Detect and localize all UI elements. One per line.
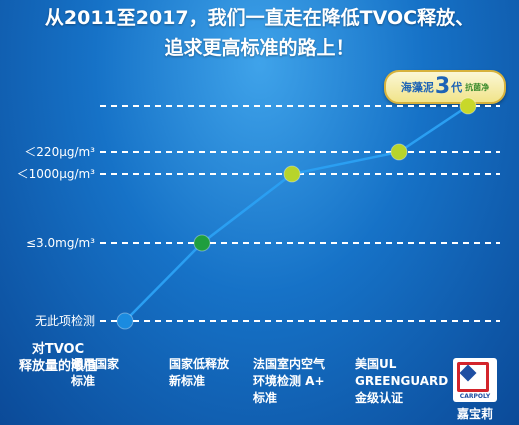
badge-text-a: 海藻泥 (400, 81, 434, 94)
y-tick-label-1: ≤3.0mg/m³ (26, 236, 95, 250)
x-category-label-1-line-0: 国家低释放 (169, 357, 230, 371)
y-tick-label-2: ＜1000μg/m³ (17, 167, 96, 181)
y-tick-label-0: 无此项检测 (35, 313, 95, 328)
x-category-label-2: 法国室内空气 环境检测 A+ 标准 (253, 356, 341, 407)
row-header-line-1: 对TVOC (31, 342, 85, 357)
x-category-label-2-line-1: 环境检测 A+ (253, 374, 325, 388)
badge-text-big: 3 (434, 74, 451, 99)
badge-text-b: 代 (451, 81, 463, 94)
product-badge: 海藻泥 3 代 抗菌净 (384, 70, 506, 104)
x-category-label-0: 通用国家 标准 (71, 356, 159, 390)
headline-line-2: 追求更高标准的路上！ (164, 37, 355, 59)
x-category-label-1: 国家低释放 新标准 (169, 356, 257, 390)
x-category-label-3-line-1: GREENGUARD (355, 374, 449, 388)
x-category-label-3: 美国UL GREENGUARD 金级认证 (355, 356, 449, 407)
x-category-label-0-line-1: 标准 (71, 374, 96, 388)
series-line (124, 104, 469, 322)
badge-text-small: 抗菌净 (465, 82, 490, 92)
y-tick-label-3: ＜220μg/m³ (24, 145, 95, 159)
x-category-label-0-line-0: 通用国家 (71, 357, 120, 371)
x-category-label-3-line-0: 美国UL (355, 357, 397, 371)
logo-name: CARPOLY (459, 393, 491, 400)
x-category-label-1-line-1: 新标准 (169, 374, 206, 388)
x-category-label-2-line-0: 法国室内空气 (253, 357, 326, 371)
headline-line-1: 从2011至2017，我们一直走在降低TVOC释放、 (44, 7, 475, 29)
data-point-1 (193, 234, 211, 252)
data-point-4 (459, 97, 477, 115)
data-point-0 (116, 312, 134, 330)
x-category-label-2-line-2: 标准 (253, 391, 278, 405)
data-point-3 (390, 143, 408, 161)
logo-caption: 嘉宝莉 (456, 407, 493, 421)
row-header-line-2: 释放量的限值 (18, 359, 97, 374)
logo-house-mark (457, 362, 489, 392)
carpoly-logo: CARPOLY (453, 358, 497, 402)
x-category-label-3-line-2: 金级认证 (355, 391, 404, 405)
data-point-2 (283, 165, 301, 183)
